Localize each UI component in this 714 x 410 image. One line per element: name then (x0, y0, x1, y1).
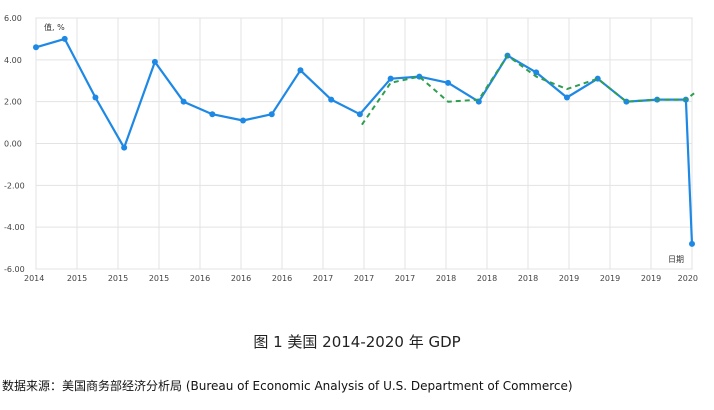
x-tick-label: 2017 (313, 274, 333, 283)
x-tick-label: 2019 (600, 274, 620, 283)
data-point (356, 111, 363, 118)
x-tick-label: 2015 (108, 274, 128, 283)
y-tick-label: 2.00 (4, 98, 22, 107)
y-tick-label: -4.00 (4, 223, 25, 232)
x-tick-label: 2016 (190, 274, 210, 283)
data-point (297, 67, 304, 74)
x-tick-label: 2018 (518, 274, 538, 283)
data-point (151, 58, 158, 65)
x-tick-label: 2018 (436, 274, 456, 283)
y-tick-label: 4.00 (4, 56, 22, 65)
data-point (533, 69, 540, 76)
data-point (92, 94, 99, 101)
y-unit-label: 值, % (44, 22, 65, 32)
data-point (689, 240, 695, 247)
x-tick-label: 2016 (272, 274, 292, 283)
data-point (328, 96, 335, 103)
x-tick-label: 2015 (149, 274, 169, 283)
data-point (180, 98, 187, 105)
data-point (445, 79, 452, 86)
chart-series (33, 35, 695, 247)
data-point (33, 44, 39, 51)
data-point (121, 144, 128, 151)
x-tick-label: 2014 (24, 274, 44, 283)
y-tick-label: -6.00 (4, 265, 25, 274)
data-point (209, 111, 216, 118)
gdp-line-chart: 6.00 4.00 2.00 0.00 -2.00 -4.00 -6.00 2014 2015… (4, 14, 698, 283)
x-axis-ticks: 2014 2015 2015 2015 2016 2016 2016 2017 2017 2017… (24, 274, 698, 283)
dashed-series-line (361, 54, 695, 126)
x-tick-label: 2017 (395, 274, 415, 283)
x-tick-label: 2020 (678, 274, 698, 283)
y-tick-label: 6.00 (4, 14, 22, 23)
chart-grid (35, 17, 693, 270)
x-tick-label: 2017 (354, 274, 374, 283)
data-point (240, 117, 247, 124)
figure-caption: 图 1 美国 2014-2020 年 GDP (253, 333, 461, 351)
x-tick-label: 2018 (477, 274, 497, 283)
x-corner-label: 日期 (668, 255, 684, 264)
y-tick-label: -2.00 (4, 181, 25, 190)
data-point (387, 75, 394, 82)
x-tick-label: 2019 (641, 274, 661, 283)
y-tick-label: 0.00 (4, 140, 22, 149)
x-tick-label: 2016 (231, 274, 251, 283)
y-axis-ticks: 6.00 4.00 2.00 0.00 -2.00 -4.00 -6.00 (4, 14, 25, 274)
x-tick-label: 2015 (67, 274, 87, 283)
data-source-note: 数据来源：美国商务部经济分析局 (Bureau of Economic Anal… (2, 379, 573, 393)
data-point (563, 94, 570, 101)
x-tick-label: 2019 (559, 274, 579, 283)
data-point (268, 111, 275, 118)
data-point (61, 35, 68, 42)
